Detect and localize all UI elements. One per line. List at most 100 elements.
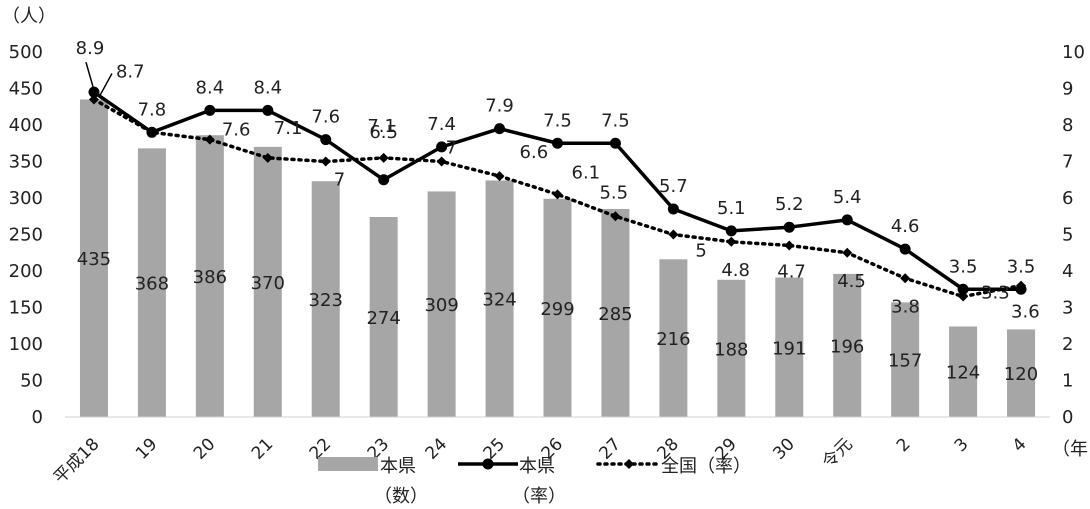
national-rate-label: 3.8 <box>891 296 920 317</box>
legend-label: 本県 <box>519 456 555 477</box>
prefecture-rate-marker <box>146 126 158 138</box>
national-rate-label: 7 <box>334 170 345 191</box>
national-rate-label: 5 <box>695 241 706 262</box>
y-left-tick-label: 450 <box>9 79 43 100</box>
lines-layer <box>88 86 1027 302</box>
legend-swatch-bar <box>318 457 378 471</box>
bar-value-label: 324 <box>482 290 516 311</box>
prefecture-rate-label: 7.8 <box>138 99 167 120</box>
x-tick-label: 30 <box>769 434 798 463</box>
x-tick-label: 2 <box>893 434 915 456</box>
prefecture-rate-marker <box>378 174 390 186</box>
bar-value-label: 216 <box>656 329 690 350</box>
prefecture-rate-marker <box>436 141 448 153</box>
legend-label: （数） <box>374 486 428 507</box>
bar-value-label: 309 <box>424 295 458 316</box>
bar-value-label: 191 <box>772 338 806 359</box>
y-left-tick-label: 500 <box>9 42 43 63</box>
national-rate-marker <box>378 152 389 163</box>
prefecture-rate-label: 7.5 <box>601 110 630 131</box>
y-right-tick-label: 2 <box>1062 334 1073 355</box>
label-leader-line <box>85 61 95 91</box>
national-rate-label: 6.1 <box>572 162 601 183</box>
x-tick-label: 24 <box>422 434 451 463</box>
y-right-tick-label: 10 <box>1062 42 1085 63</box>
national-rate-label: 4.8 <box>721 260 750 281</box>
national-rate-marker <box>726 236 737 247</box>
national-rate-label: 8.7 <box>116 61 145 82</box>
labels-layer: 435 368 386 370 323 274 309 324 299 285 216 188 191 1… <box>76 38 1040 385</box>
bar-value-label: 196 <box>830 336 864 357</box>
y-left-tick-label: 150 <box>9 298 43 319</box>
prefecture-rate-marker <box>1015 283 1027 295</box>
bar-value-label: 299 <box>540 299 574 320</box>
x-tick-label: 25 <box>480 434 509 463</box>
x-tick-label: 21 <box>248 434 277 463</box>
x-unit: （年 <box>1052 439 1088 460</box>
national-rate-line <box>92 97 1023 299</box>
bar-value-label: 370 <box>251 273 285 294</box>
bar <box>137 148 166 418</box>
prefecture-rate-label: 7.6 <box>311 107 340 128</box>
prefecture-rate-marker <box>204 104 216 116</box>
x-tick-label: 平成18 <box>50 434 103 487</box>
y-right-tick-label: 7 <box>1062 152 1073 173</box>
national-rate-marker <box>552 189 563 200</box>
y-left-tick-label: 100 <box>9 334 43 355</box>
prefecture-rate-label: 7.9 <box>485 96 514 117</box>
national-rate-marker <box>262 152 273 163</box>
bar-value-label: 285 <box>598 304 632 325</box>
y-right-tick-label: 6 <box>1062 188 1073 209</box>
prefecture-rate-label: 8.4 <box>196 77 225 98</box>
bar <box>79 99 108 417</box>
bar <box>485 180 514 417</box>
y-right-tick-label: 4 <box>1062 261 1073 282</box>
prefecture-rate-marker <box>552 137 563 149</box>
prefecture-rate-label: 3.5 <box>949 256 978 277</box>
prefecture-rate-label: 3.5 <box>1007 256 1036 277</box>
y-right-tick-label: 8 <box>1062 115 1073 136</box>
x-tick-label: 令元 <box>819 434 857 472</box>
national-rate-label: 3.6 <box>1011 302 1040 323</box>
prefecture-rate-label: 5.4 <box>833 187 862 208</box>
national-rate-marker <box>494 171 505 182</box>
national-rate-label: 7.1 <box>367 116 396 137</box>
national-rate-marker <box>610 211 621 222</box>
y-left-unit: （人） <box>2 6 56 27</box>
national-rate-marker <box>842 247 853 258</box>
x-tick-label: 20 <box>190 434 219 463</box>
bar <box>659 259 688 417</box>
prefecture-rate-label: 5.7 <box>659 176 688 197</box>
prefecture-rate-label: 4.6 <box>891 216 920 237</box>
bar-value-label: 157 <box>888 351 922 372</box>
national-rate-label: 7 <box>446 138 457 159</box>
bar <box>949 326 978 417</box>
bar <box>195 135 224 417</box>
bar <box>717 279 746 417</box>
y-left-tick-label: 0 <box>32 407 43 428</box>
national-rate-label: 7.1 <box>274 118 303 139</box>
bar <box>1007 329 1036 417</box>
prefecture-rate-marker <box>262 104 274 116</box>
legend-label: （率） <box>512 486 566 507</box>
national-rate-label: 5.5 <box>599 182 628 203</box>
bar <box>543 198 572 417</box>
x-tick-label: 4 <box>1009 434 1031 456</box>
y-left-tick-label: 350 <box>9 152 43 173</box>
bar-value-label: 124 <box>946 363 980 384</box>
national-rate-marker <box>436 156 447 167</box>
national-rate-label: 3.3 <box>981 283 1010 304</box>
prefecture-rate-label: 5.1 <box>717 198 746 219</box>
prefecture-rate-marker <box>88 86 100 98</box>
prefecture-rate-marker <box>899 243 911 255</box>
y-right-tick-label: 5 <box>1062 225 1073 246</box>
bar <box>311 181 340 417</box>
x-tick-label: 19 <box>132 434 161 463</box>
national-rate-marker <box>784 240 795 251</box>
bar-value-label: 368 <box>135 274 169 295</box>
national-rate-label: 4.7 <box>777 261 806 282</box>
prefecture-rate-label: 8.9 <box>76 38 105 59</box>
prefecture-rate-label: 5.2 <box>775 194 804 215</box>
bar-value-label: 323 <box>309 290 343 311</box>
legend-label: 本県 <box>380 456 416 477</box>
